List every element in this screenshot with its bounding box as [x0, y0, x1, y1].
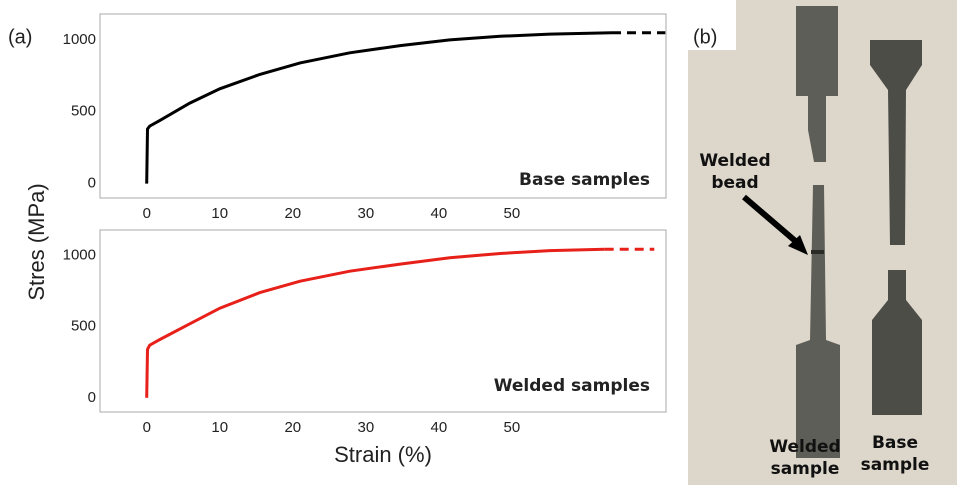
x-tick-label: 50 — [504, 419, 521, 436]
x-tick-label: 10 — [211, 419, 228, 436]
annotation-box: Welded sample — [769, 437, 841, 479]
specimen — [808, 96, 826, 162]
x-tick-label: 0 — [143, 419, 151, 436]
specimen — [872, 270, 922, 415]
y-tick-label: 1000 — [63, 31, 96, 48]
y-axis-label: Stres (MPa) — [24, 183, 49, 300]
specimen — [870, 40, 922, 245]
data-line — [145, 247, 605, 398]
annotation: Welded bead — [699, 151, 771, 193]
specimen — [796, 6, 838, 96]
panel-label: (a) — [8, 26, 32, 48]
x-tick-label: 30 — [357, 419, 374, 436]
y-tick-label: 1000 — [63, 247, 96, 264]
arrow-head — [788, 235, 808, 255]
data-line — [145, 31, 613, 184]
x-tick-label: 10 — [211, 205, 228, 222]
specimen — [796, 185, 840, 458]
label-box — [688, 0, 736, 50]
annotation: Base sample — [860, 433, 930, 475]
plot-area — [99, 13, 667, 199]
annotation: Welded samples — [494, 376, 650, 396]
x-tick-label: 20 — [284, 419, 301, 436]
annotation: Base samples — [519, 170, 650, 190]
x-tick-label: 30 — [357, 205, 374, 222]
annotation-box: Welded bead — [699, 151, 771, 193]
x-tick-label: 40 — [431, 205, 448, 222]
photo: (b) Welded bead Welded sample Base sampl… — [688, 0, 957, 485]
arrow — [742, 194, 802, 248]
annotation-box: Base sample — [860, 433, 930, 475]
x-tick-label: 0 — [143, 205, 151, 222]
x-tick-label: 40 — [431, 419, 448, 436]
y-tick-label: 500 — [71, 103, 96, 120]
y-tick-label: 500 — [71, 318, 96, 335]
weld-bead — [811, 250, 824, 254]
panel-label: (b) — [693, 26, 717, 48]
x-axis-label: Strain (%) — [334, 442, 432, 467]
annotation: Welded sample — [769, 437, 841, 479]
y-tick-label: 0 — [88, 389, 96, 406]
x-tick-label: 50 — [504, 205, 521, 222]
x-tick-label: 20 — [284, 205, 301, 222]
y-tick-label: 0 — [88, 175, 96, 192]
